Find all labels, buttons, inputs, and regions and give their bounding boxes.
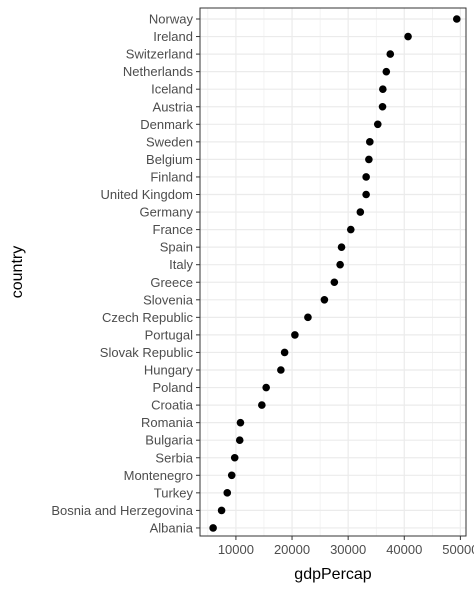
- y-tick-label: Montenegro: [124, 468, 193, 483]
- data-point: [386, 50, 395, 58]
- y-tick-label: Norway: [149, 12, 194, 27]
- y-tick-label: Germany: [140, 205, 194, 220]
- y-tick-label: Hungary: [144, 363, 194, 378]
- y-tick-label: Finland: [150, 169, 193, 184]
- data-point: [382, 67, 391, 76]
- x-axis-ticks: 10000 20000 30000 40000 50000: [218, 536, 474, 557]
- y-tick-label: Netherlands: [123, 64, 194, 79]
- data-point: [304, 313, 312, 322]
- y-tick-label: Slovak Republic: [100, 345, 194, 360]
- data-point: [330, 278, 339, 287]
- data-points: [209, 15, 461, 532]
- data-point: [291, 331, 299, 339]
- grid-minor-lines: [207, 8, 433, 536]
- x-tick-label: 10000: [218, 542, 254, 557]
- data-point: [217, 506, 226, 515]
- data-point: [258, 401, 266, 409]
- data-point: [362, 173, 370, 181]
- data-point: [366, 138, 374, 146]
- data-point: [379, 85, 387, 93]
- y-tick-label: Albania: [150, 520, 194, 535]
- y-axis-title: country: [9, 246, 26, 298]
- y-tick-label: Czech Republic: [102, 310, 194, 325]
- data-point: [320, 296, 329, 304]
- y-tick-label: Austria: [153, 99, 194, 114]
- y-tick-label: Bosnia and Herzegovina: [51, 503, 193, 518]
- x-tick-label: 20000: [274, 542, 310, 557]
- y-tick-label: Belgium: [146, 152, 193, 167]
- y-tick-label: Italy: [169, 257, 193, 272]
- data-point: [230, 453, 239, 462]
- plot-panel-border: [199, 7, 467, 537]
- data-point: [336, 260, 344, 269]
- data-point: [209, 524, 217, 532]
- y-tick-label: Switzerland: [126, 47, 193, 62]
- data-point: [356, 208, 365, 216]
- y-tick-label: United Kingdom: [101, 187, 194, 202]
- y-tick-label: Sweden: [146, 134, 193, 149]
- y-tick-label: France: [153, 222, 193, 237]
- y-tick-label: Spain: [160, 240, 193, 255]
- y-tick-label: Poland: [153, 380, 193, 395]
- y-tick-label: Greece: [150, 275, 193, 290]
- y-tick-label: Serbia: [155, 450, 193, 465]
- y-tick-label: Ireland: [153, 29, 193, 44]
- x-axis-title: gdpPercap: [294, 566, 371, 583]
- y-tick-label: Portugal: [145, 327, 194, 342]
- data-point: [378, 102, 387, 111]
- data-point: [373, 120, 382, 129]
- data-point: [362, 190, 370, 199]
- y-axis-ticks: Albania Bosnia and Herzegovina Turkey Monte…: [51, 12, 200, 535]
- data-point: [404, 32, 412, 41]
- data-point: [227, 471, 236, 480]
- y-tick-label: Slovenia: [143, 292, 194, 307]
- data-point: [280, 348, 289, 357]
- x-tick-label: 50000: [442, 542, 474, 557]
- data-point: [235, 436, 244, 445]
- data-point: [223, 489, 232, 497]
- data-point: [236, 418, 245, 427]
- y-tick-label: Romania: [141, 415, 194, 430]
- y-tick-label: Bulgaria: [145, 433, 193, 448]
- y-tick-label: Denmark: [140, 117, 193, 132]
- x-tick-label: 40000: [386, 542, 422, 557]
- x-tick-label: 30000: [330, 542, 366, 557]
- data-point: [346, 225, 355, 234]
- data-point: [337, 243, 346, 251]
- plot-panel-background: [200, 8, 466, 536]
- data-point: [277, 366, 285, 374]
- data-point: [452, 15, 461, 23]
- y-tick-label: Croatia: [151, 398, 194, 413]
- y-tick-label: Turkey: [154, 485, 194, 500]
- data-point: [365, 155, 373, 164]
- data-point: [262, 383, 270, 392]
- y-tick-label: Iceland: [151, 82, 193, 97]
